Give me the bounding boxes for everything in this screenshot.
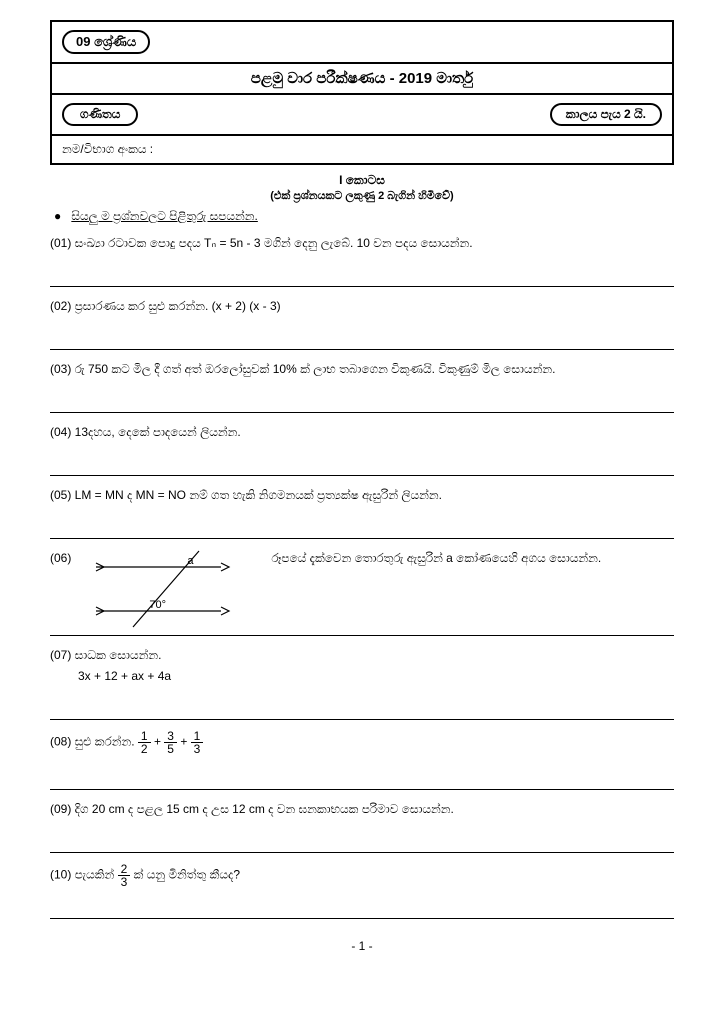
angle-a-label: a: [187, 553, 193, 570]
time-badge: කාලය පැය 2 යි.: [550, 103, 662, 126]
bullet-icon: ●: [54, 209, 68, 223]
parallel-lines-icon: [91, 549, 251, 629]
q6-number: (06): [50, 549, 71, 567]
question-6: (06) a 70° රූපයේ දැක්වෙන තොරතුරු ඇසුරින්…: [50, 549, 674, 629]
question-10: (10) පැයකින් 2 3 ක් යනු මිනිත්තු කීයද?: [50, 863, 674, 888]
fraction-1: 1 2: [138, 730, 151, 755]
angle-70-label: 70°: [149, 597, 166, 614]
separator: [50, 635, 674, 636]
q7-text: (07) සාධක සොයන්න.: [50, 648, 161, 662]
exam-title: පළමු වාර පරීක්ෂණය - 2019 මාර්තු: [52, 64, 672, 95]
grade-row: 09 ශ්‍රේණිය: [52, 22, 672, 64]
question-8: (08) සුළු කරන්න. 1 2 + 3 5 + 1 3: [50, 730, 674, 755]
fraction-2: 3 5: [164, 730, 177, 755]
instruction-text: සියලු ම ප්‍රශ්නවලට පිළිතුරු සපයන්න.: [71, 209, 258, 223]
subject-row: ගණිතය කාලය පැය 2 යි.: [52, 95, 672, 136]
separator: [50, 918, 674, 919]
subject-badge: ගණිතය: [62, 103, 138, 126]
q10-text-b: ක් යනු මිනිත්තු කීයද?: [134, 868, 240, 882]
name-label: නම/විභාග අංකය :: [52, 136, 672, 163]
plus-1: +: [154, 735, 164, 749]
separator: [50, 349, 674, 350]
question-1: (01) සංඛ්‍යා රටාවක පොදු පදය Tₙ = 5n - 3 …: [50, 234, 674, 252]
q10-text-a: (10) පැයකින්: [50, 868, 114, 882]
question-2: (02) ප්‍රසාරණය කර සුළු කරන්න. (x + 2) (x…: [50, 297, 674, 315]
separator: [50, 852, 674, 853]
header-frame: 09 ශ්‍රේණිය පළමු වාර පරීක්ෂණය - 2019 මාර…: [50, 20, 674, 165]
q8-text: (08) සුළු කරන්න.: [50, 735, 135, 749]
q6-diagram: a 70°: [91, 549, 251, 629]
q6-text: රූපයේ දැක්වෙන තොරතුරු ඇසුරින් a කෝණයෙහි …: [271, 549, 674, 567]
separator: [50, 286, 674, 287]
separator: [50, 719, 674, 720]
separator: [50, 538, 674, 539]
fraction-q10: 2 3: [118, 863, 131, 888]
question-5: (05) LM = MN ද MN = NO නම් ගත හැකි නිගමන…: [50, 486, 674, 504]
separator: [50, 475, 674, 476]
plus-2: +: [180, 735, 190, 749]
question-9: (09) දිග 20 cm ද පළල 15 cm ද උස 12 cm ද …: [50, 800, 674, 818]
separator: [50, 789, 674, 790]
q7-expression: 3x + 12 + ax + 4a: [50, 667, 674, 685]
section-title: I කොටස: [50, 173, 674, 188]
section-subtitle: (එක් ප්‍රශ්නයකට ලකුණු 2 බැගින් හිමිවේ): [50, 190, 674, 203]
section-header: I කොටස (එක් ප්‍රශ්නයකට ලකුණු 2 බැගින් හි…: [50, 173, 674, 203]
question-3: (03) රු 750 කට මිල දී ගත් අත් ඔරලෝසුවක් …: [50, 360, 674, 378]
question-4: (04) 13දහය, දෙකේ පාදයෙන් ලියන්න.: [50, 423, 674, 441]
fraction-3: 1 3: [191, 730, 204, 755]
grade-badge: 09 ශ්‍රේණිය: [62, 30, 150, 54]
instruction: ● සියලු ම ප්‍රශ්නවලට පිළිතුරු සපයන්න.: [50, 209, 674, 224]
question-7: (07) සාධක සොයන්න. 3x + 12 + ax + 4a: [50, 646, 674, 685]
separator: [50, 412, 674, 413]
page-number: - 1 -: [50, 939, 674, 953]
